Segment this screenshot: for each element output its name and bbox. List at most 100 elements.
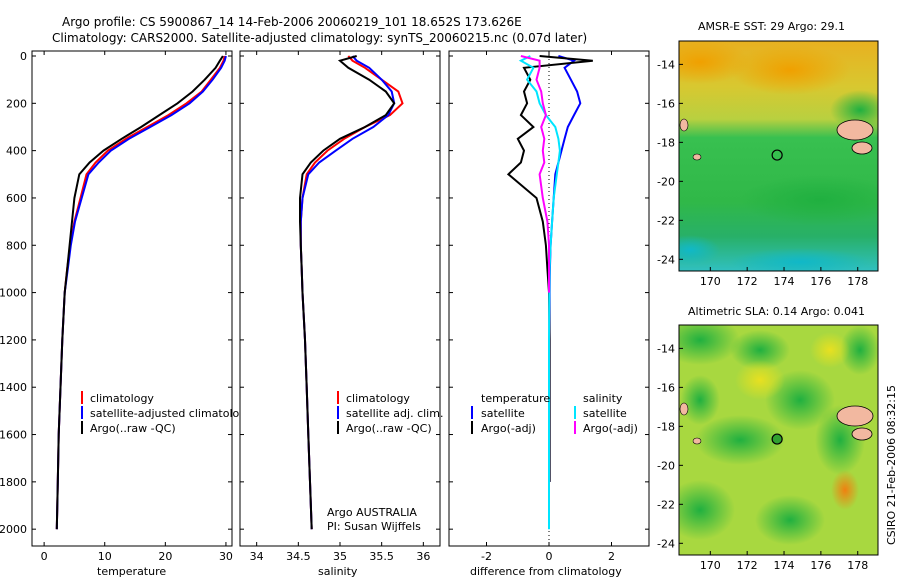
y-tick-label: -18 <box>657 420 675 433</box>
x-tick-label: 178 <box>847 559 868 572</box>
temperature-series <box>55 55 227 530</box>
salinity-panel: 34 34.5 35 35.5 36 salinity climatology sate… <box>239 50 443 578</box>
credit-pi: PI: Susan Wijffels <box>327 520 421 533</box>
x-tick-label: 172 <box>737 275 758 288</box>
sst-map-frame <box>678 40 879 272</box>
temperature-panel: 0 200 400 600 800 1000 1200 1400 1600 1800 2000 0 1… <box>0 50 253 578</box>
x-tick-label: -2 <box>481 550 492 563</box>
side-stamp: CSIRO 21-Feb-2006 08:32:15 <box>885 385 898 545</box>
y-tick-label: -20 <box>657 459 675 472</box>
legend-header-salinity: salinity <box>583 392 623 405</box>
y-tick-label: 0 <box>20 50 27 63</box>
sst-longitude-axis: 170 172 174 176 178 <box>700 267 868 288</box>
credit-program: Argo AUSTRALIA <box>327 506 417 519</box>
y-tick-label: -14 <box>657 342 675 355</box>
sst-field <box>679 41 878 271</box>
x-tick-label: 174 <box>774 275 795 288</box>
x-tick-label: 176 <box>810 559 831 572</box>
y-tick-label: -14 <box>657 58 675 71</box>
y-tick-label: 2000 <box>0 523 27 536</box>
difference-depth-ticks <box>449 55 649 530</box>
legend-label-satellite-adj: satellite adj. clim. <box>346 407 443 420</box>
float-position-marker <box>771 433 783 445</box>
x-tick-label: 178 <box>847 275 868 288</box>
depth-axis: 0 200 400 600 800 1000 1200 1400 1600 1800 2000 <box>0 50 232 536</box>
legend-label-satellite-adjusted: satellite-adjusted climatology <box>90 407 253 420</box>
float-position-marker <box>771 149 783 161</box>
y-tick-label: -18 <box>657 136 675 149</box>
temperature-x-axis: 0 10 20 30 <box>41 51 233 563</box>
sla-map-title: Altimetric SLA: 0.14 Argo: 0.041 <box>688 305 865 318</box>
y-tick-label: 1400 <box>0 381 27 394</box>
salinity-series <box>299 55 404 530</box>
x-tick-label: 172 <box>737 559 758 572</box>
y-tick-label: 200 <box>6 97 27 110</box>
x-tick-label: 0 <box>41 550 48 563</box>
y-tick-label: -24 <box>657 537 675 550</box>
x-tick-label: 176 <box>810 275 831 288</box>
legend-label-temp-argo: Argo(-adj) <box>481 422 536 435</box>
sla-field <box>679 325 878 555</box>
x-tick-label: 35 <box>333 550 347 563</box>
legend-label-argo: Argo(..raw -QC) <box>90 422 176 435</box>
series-line-salinity-satellite <box>518 55 561 530</box>
series-line-argo-raw-qc- <box>55 55 224 530</box>
y-tick-label: 1200 <box>0 334 27 347</box>
y-tick-label: 1800 <box>0 476 27 489</box>
difference-panel: -2 0 2 difference from climatology tempera… <box>448 50 650 578</box>
difference-legend: temperature satellite Argo(-adj) salinit… <box>471 392 638 435</box>
y-tick-label: 400 <box>6 145 27 158</box>
y-tick-label: 1000 <box>0 287 27 300</box>
temperature-legend: climatology satellite-adjusted climatolo… <box>81 391 253 435</box>
legend-label-temp-satellite: satellite <box>481 407 525 420</box>
x-tick-label: 30 <box>219 550 233 563</box>
salinity-xlabel: salinity <box>318 565 358 578</box>
difference-x-axis: -2 0 2 <box>481 51 615 563</box>
y-tick-label: 1600 <box>0 429 27 442</box>
x-tick-label: 35.5 <box>369 550 394 563</box>
difference-series <box>506 55 593 530</box>
temperature-axes-frame <box>31 50 233 547</box>
x-tick-label: 170 <box>700 559 721 572</box>
x-tick-label: 34.5 <box>286 550 311 563</box>
legend-label-sal-argo: Argo(-adj) <box>583 422 638 435</box>
figure-title-line2: Climatology: CARS2000. Satellite-adjuste… <box>52 31 587 45</box>
sla-latitude-axis: -14 -16 -18 -20 -22 -24 <box>657 342 683 550</box>
legend-label-argo: Argo(..raw -QC) <box>346 422 432 435</box>
x-tick-label: 20 <box>158 550 172 563</box>
x-tick-label: 10 <box>98 550 112 563</box>
x-tick-label: 174 <box>774 559 795 572</box>
salinity-axes-frame <box>239 50 441 547</box>
y-tick-label: -16 <box>657 97 675 110</box>
x-tick-label: 170 <box>700 275 721 288</box>
legend-label-climatology: climatology <box>90 392 154 405</box>
legend-header-temperature: temperature <box>481 392 550 405</box>
temperature-xlabel: temperature <box>97 565 166 578</box>
x-tick-label: 0 <box>546 550 553 563</box>
sst-map-panel: AMSR-E SST: 29 Argo: 29.1 170 172 174 176 17… <box>657 20 879 288</box>
sla-map-panel: Altimetric SLA: 0.14 Argo: 0.041 170 172 1… <box>657 305 879 572</box>
legend-label-climatology: climatology <box>346 392 410 405</box>
sst-latitude-axis: -14 -16 -18 -20 -22 -24 <box>657 58 683 266</box>
salinity-x-axis: 34 34.5 35 35.5 36 <box>250 51 430 563</box>
y-tick-label: 600 <box>6 192 27 205</box>
y-tick-label: -22 <box>657 498 675 511</box>
legend-label-sal-satellite: satellite <box>583 407 627 420</box>
series-line-argo-raw-qc- <box>299 55 396 530</box>
y-tick-label: -24 <box>657 253 675 266</box>
x-tick-label: 2 <box>608 550 615 563</box>
figure-title-line1: Argo profile: CS 5900867_14 14-Feb-2006 … <box>62 15 522 29</box>
sla-longitude-axis: 170 172 174 176 178 <box>700 551 868 572</box>
island-fiji-outline <box>836 119 874 141</box>
y-tick-label: -22 <box>657 214 675 227</box>
y-tick-label: 800 <box>6 239 27 252</box>
sst-map-title: AMSR-E SST: 29 Argo: 29.1 <box>698 20 845 33</box>
x-tick-label: 36 <box>416 550 430 563</box>
x-tick-label: 34 <box>250 550 264 563</box>
y-tick-label: -20 <box>657 175 675 188</box>
y-tick-label: -16 <box>657 381 675 394</box>
series-line-salinity-argo-adj- <box>520 55 550 293</box>
salinity-legend: climatology satellite adj. clim. Argo(..… <box>337 391 443 435</box>
sla-map-frame <box>678 324 879 556</box>
